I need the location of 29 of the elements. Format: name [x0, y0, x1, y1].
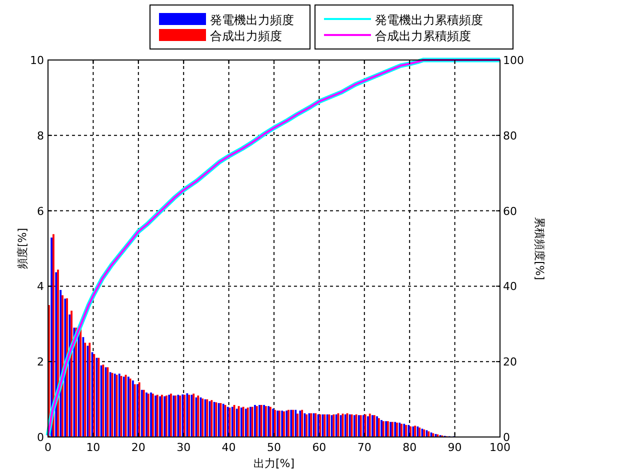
x-tick-label: 80 — [402, 441, 417, 454]
y2-tick-label: 20 — [503, 356, 517, 369]
x-tick-label: 30 — [176, 441, 191, 454]
x-tick-label: 90 — [448, 441, 462, 454]
y2-tick-label: 100 — [503, 54, 524, 67]
x-tick-label: 20 — [131, 441, 146, 454]
legend-label: 発電機出力頻度 — [210, 13, 294, 27]
x-tick-label: 10 — [86, 441, 100, 454]
x-tick-label: 100 — [490, 441, 510, 454]
y-tick-label: 6 — [37, 204, 44, 218]
legend-label: 合成出力頻度 — [210, 29, 282, 43]
y-tick-label: 10 — [30, 54, 44, 67]
legend-label: 合成出力累積頻度 — [375, 29, 471, 43]
y-tick-label: 4 — [37, 280, 44, 294]
x-tick-label: 50 — [267, 441, 281, 454]
y2-tick-label: 60 — [503, 204, 517, 218]
y2-tick-label: 40 — [503, 280, 517, 294]
x-axis-title: 出力[%] — [253, 457, 295, 470]
y2-axis-title: 累積頻度[%] — [533, 216, 546, 280]
y2-tick-label: 0 — [503, 431, 510, 444]
y2-tick-label: 80 — [503, 129, 517, 142]
y-tick-label: 8 — [37, 129, 44, 142]
x-tick-label: 60 — [312, 441, 326, 454]
y-tick-label: 2 — [37, 356, 44, 369]
y-axis-title: 頻度[%] — [16, 228, 29, 270]
y-tick-label: 0 — [37, 431, 44, 444]
legend-label: 発電機出力累積頻度 — [375, 13, 483, 27]
x-tick-label: 70 — [357, 441, 372, 454]
x-tick-label: 40 — [222, 441, 236, 454]
